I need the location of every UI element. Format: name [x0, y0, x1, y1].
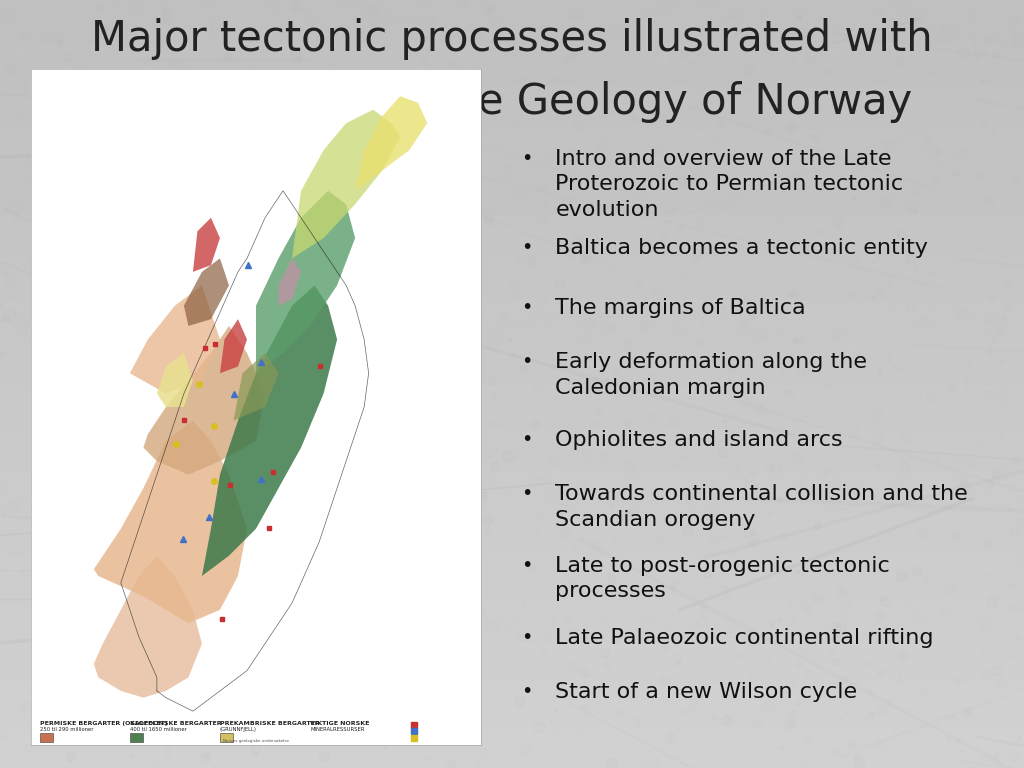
- FancyBboxPatch shape: [220, 733, 233, 742]
- Text: •: •: [521, 682, 532, 700]
- Text: PREKAMBRISKE BERGARTER: PREKAMBRISKE BERGARTER: [220, 720, 319, 726]
- Polygon shape: [256, 190, 355, 373]
- Polygon shape: [130, 286, 220, 393]
- Text: •: •: [521, 148, 532, 167]
- Text: (GRUNNFJELL): (GRUNNFJELL): [220, 727, 257, 733]
- Polygon shape: [355, 96, 427, 190]
- Text: Late Palaeozoic continental rifting: Late Palaeozoic continental rifting: [555, 627, 934, 647]
- Text: •: •: [521, 238, 532, 257]
- Text: Start of a new Wilson cycle: Start of a new Wilson cycle: [555, 682, 857, 702]
- Text: Norges geologiske undersøkelse: Norges geologiske undersøkelse: [223, 739, 289, 743]
- Text: Major tectonic processes illustrated with: Major tectonic processes illustrated wit…: [91, 18, 933, 60]
- Text: Towards continental collision and the
Scandian orogeny: Towards continental collision and the Sc…: [555, 484, 968, 530]
- Text: Late to post-orogenic tectonic
processes: Late to post-orogenic tectonic processes: [555, 556, 890, 601]
- Text: 250 til 290 millioner: 250 til 290 millioner: [40, 727, 93, 733]
- Text: •: •: [521, 556, 532, 575]
- Text: PERMISKE BERGARTER (OSLOFELET): PERMISKE BERGARTER (OSLOFELET): [40, 720, 167, 726]
- Polygon shape: [143, 326, 265, 475]
- Polygon shape: [292, 110, 400, 258]
- Text: VIKTIGE NORSKE: VIKTIGE NORSKE: [310, 720, 370, 726]
- Text: MINERALRESSURSER: MINERALRESSURSER: [310, 727, 365, 733]
- Text: •: •: [521, 353, 532, 371]
- Text: •: •: [521, 430, 532, 449]
- Text: The margins of Baltica: The margins of Baltica: [555, 298, 806, 318]
- Polygon shape: [202, 286, 337, 576]
- Text: •: •: [521, 484, 532, 503]
- Text: 400 til 1650 millioner: 400 til 1650 millioner: [130, 727, 186, 733]
- Polygon shape: [94, 421, 247, 624]
- Text: Ophiolites and island arcs: Ophiolites and island arcs: [555, 430, 843, 450]
- Polygon shape: [220, 319, 247, 373]
- Text: Intro and overview of the Late
Proterozoic to Permian tectonic
evolution: Intro and overview of the Late Proterozo…: [555, 148, 903, 220]
- Text: Early deformation along the
Caledonian margin: Early deformation along the Caledonian m…: [555, 353, 867, 398]
- Polygon shape: [279, 258, 301, 306]
- Text: KALEDONSKE BERGARTER: KALEDONSKE BERGARTER: [130, 720, 221, 726]
- Polygon shape: [193, 218, 220, 272]
- Text: Baltica becomes a tectonic entity: Baltica becomes a tectonic entity: [555, 238, 928, 258]
- Text: examples from the Geology of Norway: examples from the Geology of Norway: [112, 81, 912, 123]
- FancyBboxPatch shape: [130, 733, 143, 742]
- FancyBboxPatch shape: [40, 733, 53, 742]
- Polygon shape: [94, 556, 202, 697]
- Polygon shape: [157, 353, 193, 407]
- Text: •: •: [521, 298, 532, 317]
- Polygon shape: [184, 258, 229, 326]
- Text: •: •: [521, 627, 532, 647]
- Polygon shape: [233, 353, 279, 421]
